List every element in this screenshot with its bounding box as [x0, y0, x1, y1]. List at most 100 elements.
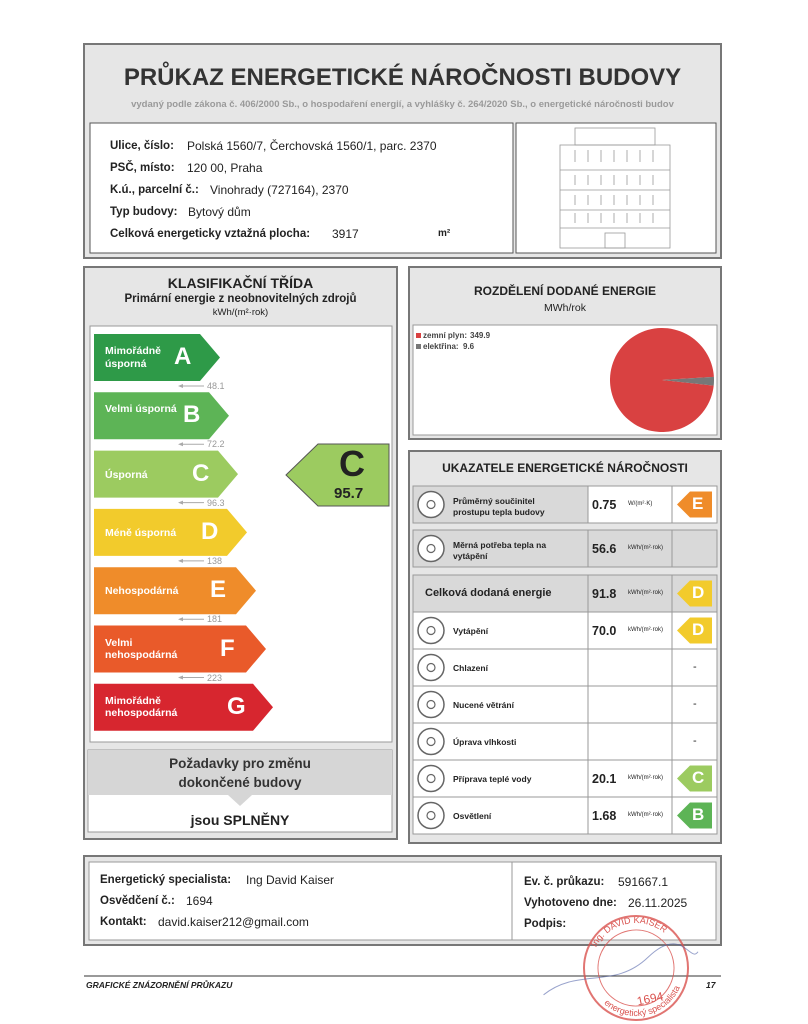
field-value: 120 00, Praha: [187, 161, 263, 175]
class-label: Velmi nehospodárná: [105, 636, 178, 662]
legend-value: 9.6: [463, 342, 475, 351]
specialist-value: david.kaiser212@gmail.com: [158, 915, 309, 929]
class-limit: 223: [207, 672, 223, 683]
indicators-title: UKAZATELE ENERGETICKÉ NÁROČNOSTI: [442, 461, 688, 475]
image-box: [515, 122, 717, 254]
page-number: 17: [706, 980, 716, 990]
indicator-value-cell: [587, 529, 673, 568]
indicator-value: 0.75: [592, 498, 617, 512]
class-bar: [94, 567, 256, 615]
indicator-label-cell: [412, 529, 589, 568]
indicator-value: -: [693, 698, 697, 710]
certificate-label: Ev. č. průkazu:: [524, 876, 605, 888]
field-value: Polská 1560/7, Čerchovská 1560/1, parc. …: [187, 139, 437, 153]
indicator-icon: [417, 801, 445, 830]
indicator-unit: kWh/(m²·rok): [628, 590, 663, 596]
indicator-class: D: [692, 620, 705, 639]
class-bar: [94, 334, 220, 381]
indicator-label: Nucené větrání: [453, 700, 514, 710]
limit-arrow: [178, 558, 183, 563]
indicator-class: B: [692, 805, 705, 824]
requirements-title: Požadavky pro změnu dokončené budovy: [169, 756, 311, 790]
requirements-pointer: [228, 795, 252, 806]
class-limit: 72.2: [207, 439, 225, 450]
subtitle: vydaný podle zákona č. 406/2000 Sb., o h…: [131, 99, 674, 110]
specialist-label: Kontakt:: [100, 916, 147, 928]
indicator-label: Osvětlení: [453, 811, 492, 821]
class-limit: 48.1: [207, 381, 225, 391]
indicator-value-cell: [587, 722, 673, 761]
class-letter: C: [192, 459, 210, 487]
indicator-label: Příprava teplé vody: [453, 774, 532, 784]
indicator-unit: W/(m²·K): [628, 501, 653, 507]
field-label: Ulice, číslo:: [110, 140, 174, 152]
indicator-label: Chlazení: [453, 663, 488, 673]
field-label: Typ budovy:: [110, 206, 178, 218]
indicator-value: -: [693, 735, 697, 747]
certificate-value: 26.11.2025: [628, 896, 688, 910]
indicator-class-arrow: [677, 802, 712, 829]
requirements-header: [88, 750, 392, 795]
indicator-label: Vytápění: [453, 626, 489, 636]
class-letter: B: [183, 401, 201, 429]
class-bar: [94, 625, 266, 673]
field-unit: m²: [438, 228, 451, 239]
indicator-class-arrow: [677, 491, 712, 518]
indicator-class-arrow: [677, 580, 712, 607]
indicator-icon-dot: [426, 625, 436, 636]
field-value: Bytový dům: [188, 205, 251, 219]
indicator-unit: kWh/(m²·rok): [628, 812, 663, 818]
limit-arrow: [178, 384, 183, 388]
indicator-icon-dot: [426, 699, 436, 710]
legend-swatch: [416, 333, 421, 338]
indicator-icon: [417, 534, 445, 563]
class-bar: [94, 392, 229, 440]
class-limit: 181: [207, 614, 223, 625]
building-box: [89, 122, 514, 254]
class-bar: [94, 450, 238, 498]
indicator-label: Průměrný součinitel prostupu tepla budov…: [453, 496, 545, 517]
class-label: Nehospodárná: [105, 585, 179, 598]
indicator-class-cell: [671, 529, 718, 568]
class-label: Velmi úsporná: [105, 403, 177, 416]
certificate-value: 591667.1: [618, 875, 669, 889]
specialist-value: Ing David Kaiser: [246, 873, 335, 887]
indicator-label: Celková dodaná energie: [425, 587, 552, 599]
class-letter: E: [210, 576, 227, 604]
indicator-unit: kWh/(m²·rok): [628, 627, 663, 633]
field-label: K.ú., parcelní č.:: [110, 184, 199, 196]
indicator-class-cell: [671, 685, 718, 724]
field-value: Vinohrady (727164), 2370: [210, 183, 349, 197]
indicator-class-arrow: [677, 765, 712, 792]
class-letter: A: [174, 343, 192, 370]
legend-swatch: [416, 344, 421, 349]
indicator-class-cell: [671, 648, 718, 687]
specialist-label: Osvědčení č.:: [100, 895, 175, 907]
indicator-icon-dot: [426, 736, 436, 747]
pie-slice: [662, 376, 714, 386]
field-label: Celková energeticky vztažná plocha:: [110, 228, 311, 240]
class-limit: 138: [207, 555, 223, 566]
indicator-value-cell: [587, 759, 673, 798]
field-label: PSČ, místo:: [110, 162, 175, 174]
indicator-class: E: [692, 494, 704, 513]
certificate-label: Vyhotoveno dne:: [524, 897, 617, 909]
indicator-value-cell: [587, 485, 673, 524]
class-label: Úsporná: [105, 468, 148, 481]
certificate-label: Podpis:: [524, 918, 567, 930]
class-label: Méně úsporná: [105, 526, 177, 539]
class-label: Mimořádně úsporná: [105, 345, 162, 370]
indicator-value-cell: [587, 648, 673, 687]
indicator-icon: [417, 653, 445, 682]
indicator-class: C: [692, 768, 705, 787]
limit-arrow: [178, 500, 183, 505]
indicator-icon-dot: [426, 662, 436, 673]
distribution-unit: MWh/rok: [544, 302, 586, 314]
stamp-number: 1694: [636, 989, 665, 1008]
indicator-label-cell: [412, 574, 589, 613]
indicator-value: 1.68: [592, 809, 617, 823]
indicator-value: 70.0: [592, 624, 617, 638]
indicator-icon-dot: [426, 810, 436, 821]
caption: GRAFICKÉ ZNÁZORNĚNÍ PRŮKAZU: [86, 980, 233, 990]
indicator-value-cell: [587, 611, 673, 650]
